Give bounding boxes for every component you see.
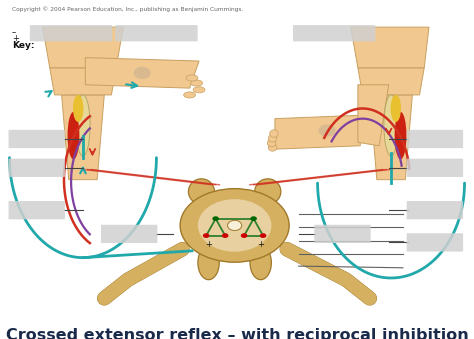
Circle shape [212, 216, 219, 221]
FancyBboxPatch shape [115, 25, 198, 41]
Ellipse shape [198, 246, 219, 280]
Text: –: – [12, 28, 16, 37]
Text: +: + [257, 240, 264, 248]
Text: +: + [12, 34, 19, 43]
Ellipse shape [391, 95, 401, 122]
Polygon shape [43, 27, 123, 68]
Ellipse shape [73, 95, 83, 122]
Ellipse shape [255, 179, 281, 204]
Polygon shape [275, 115, 360, 149]
Circle shape [241, 233, 247, 238]
Ellipse shape [183, 92, 196, 98]
FancyBboxPatch shape [101, 225, 157, 243]
Polygon shape [358, 68, 424, 95]
FancyBboxPatch shape [407, 201, 463, 219]
FancyBboxPatch shape [9, 201, 65, 219]
Ellipse shape [186, 75, 198, 81]
Ellipse shape [267, 139, 276, 147]
Ellipse shape [67, 112, 79, 159]
Circle shape [228, 220, 242, 231]
FancyBboxPatch shape [9, 159, 65, 177]
Ellipse shape [250, 246, 272, 280]
Ellipse shape [394, 112, 406, 159]
Circle shape [134, 67, 151, 79]
Ellipse shape [193, 87, 205, 93]
Circle shape [260, 233, 266, 238]
FancyBboxPatch shape [314, 225, 371, 243]
Polygon shape [85, 58, 199, 88]
Circle shape [319, 124, 336, 137]
FancyBboxPatch shape [293, 25, 375, 41]
Ellipse shape [188, 179, 214, 204]
Ellipse shape [191, 80, 202, 86]
Polygon shape [370, 95, 412, 180]
Ellipse shape [76, 95, 90, 156]
Polygon shape [62, 95, 104, 180]
FancyBboxPatch shape [407, 233, 463, 252]
Polygon shape [358, 85, 389, 146]
Ellipse shape [384, 95, 398, 156]
Circle shape [203, 233, 210, 238]
Ellipse shape [268, 135, 277, 142]
Ellipse shape [270, 130, 278, 137]
FancyBboxPatch shape [9, 130, 65, 148]
Circle shape [250, 216, 257, 221]
Text: +: + [205, 240, 212, 248]
Text: Copyright © 2004 Pearson Education, Inc., publishing as Benjamin Cummings.: Copyright © 2004 Pearson Education, Inc.… [12, 6, 243, 12]
Circle shape [222, 233, 228, 238]
Ellipse shape [268, 144, 277, 151]
Text: Key:: Key: [12, 41, 34, 50]
Polygon shape [50, 68, 116, 95]
FancyBboxPatch shape [30, 25, 112, 41]
Polygon shape [351, 27, 429, 68]
FancyBboxPatch shape [407, 130, 463, 148]
FancyBboxPatch shape [407, 159, 463, 177]
Text: Crossed extensor reflex – with reciprocal inhibition: Crossed extensor reflex – with reciproca… [6, 328, 468, 339]
Ellipse shape [180, 188, 289, 262]
Ellipse shape [198, 199, 272, 252]
